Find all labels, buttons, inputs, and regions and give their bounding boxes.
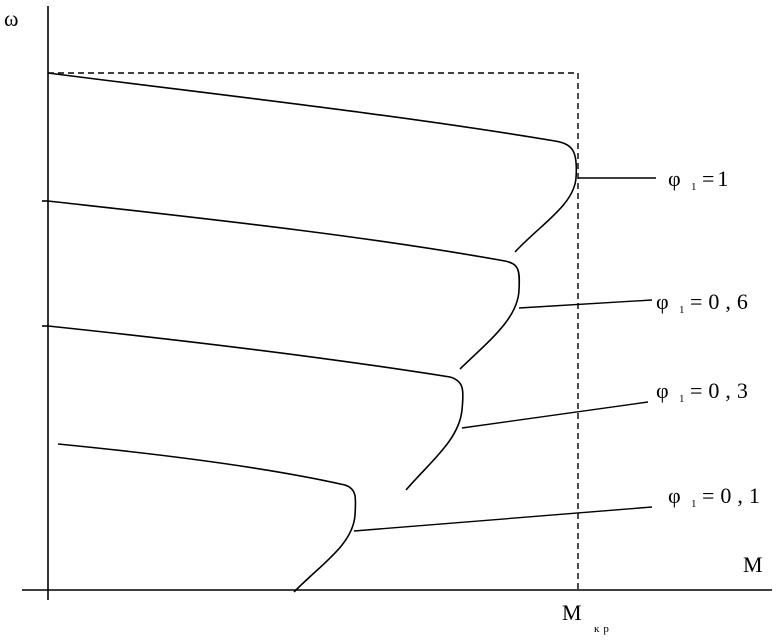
phi-subscript: 1 <box>679 304 685 316</box>
y-axis-label: ω <box>4 6 18 31</box>
leader-phi-0-3 <box>461 401 649 429</box>
phi-subscript: 1 <box>691 181 697 193</box>
phi-value: =0,3 <box>690 378 754 403</box>
leader-phi-0-1 <box>353 506 653 532</box>
label-phi-0-6: φ 1 =0,6 <box>656 289 754 316</box>
label-phi-0-3: φ 1 =0,3 <box>656 378 754 405</box>
leader-phi-0-6 <box>518 299 653 309</box>
label-phi-1: φ 1 =1 <box>668 166 731 193</box>
critical-boundary-dashed <box>48 72 579 590</box>
phi-symbol: φ <box>656 289 669 314</box>
curve-phi-0-1 <box>57 443 357 593</box>
critical-moment-subscript: кр <box>594 623 613 635</box>
curve-phi-0-6 <box>47 200 521 370</box>
curve-phi-0-3 <box>47 325 464 491</box>
phi-subscript: 1 <box>691 498 697 510</box>
phi-subscript: 1 <box>679 393 685 405</box>
x-axis-label: M <box>743 552 763 577</box>
label-phi-0-1: φ 1 =0,1 <box>668 483 766 510</box>
phi-value: =0,1 <box>702 483 766 508</box>
critical-moment-label: M <box>562 600 582 625</box>
phi-value: =0,6 <box>690 289 754 314</box>
phi-symbol: φ <box>668 483 681 508</box>
phi-symbol: φ <box>656 378 669 403</box>
phi-value: =1 <box>702 166 731 191</box>
curve-phi-1 <box>47 72 578 253</box>
phi-symbol: φ <box>668 166 681 191</box>
